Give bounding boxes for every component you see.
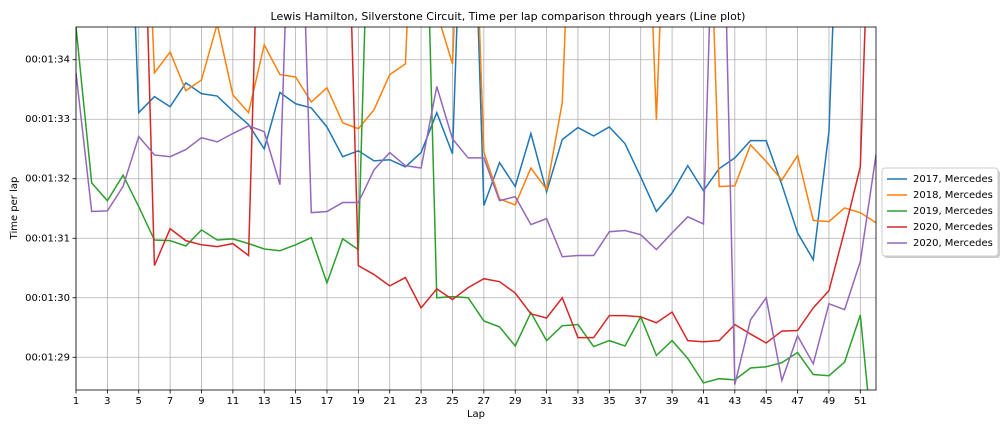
x-tick-label: 11 [226, 396, 239, 407]
x-tick-label: 23 [415, 396, 428, 407]
x-tick-label: 25 [446, 396, 459, 407]
y-tick-label: 00:01:30 [25, 293, 70, 304]
y-tick-label: 00:01:32 [25, 174, 70, 185]
x-tick-label: 7 [167, 396, 173, 407]
grid [75, 27, 876, 390]
x-axis-label: Lap [467, 409, 485, 420]
x-tick-label: 39 [666, 396, 679, 407]
legend-label: 2019, Mercedes [913, 206, 993, 217]
series-line [76, 27, 869, 390]
x-tick-label: 51 [854, 396, 867, 407]
x-tick-label: 17 [321, 396, 334, 407]
x-tick-label: 29 [509, 396, 522, 407]
legend-label: 2020, Mercedes [913, 238, 993, 249]
y-axis-label: Time per lap [9, 177, 20, 241]
legend-label: 2020, Mercedes [913, 222, 993, 233]
x-tick-label: 31 [540, 396, 553, 407]
y-tick-label: 00:01:29 [25, 352, 70, 363]
x-tick-label: 13 [258, 396, 271, 407]
axes: 1 3 5 7 9 11 13 15 17 19 21 23 25 27 29 31 33 35 37 39 41 43 4… [25, 55, 867, 407]
x-tick-label: 41 [697, 396, 710, 407]
x-tick-label: 43 [728, 396, 741, 407]
x-tick-label: 3 [104, 396, 110, 407]
y-tick-label: 00:01:31 [25, 233, 70, 244]
x-tick-label: 27 [477, 396, 490, 407]
x-tick-label: 5 [136, 396, 142, 407]
x-tick-label: 33 [572, 396, 585, 407]
x-tick-label: 47 [791, 396, 804, 407]
x-tick-label: 49 [823, 396, 836, 407]
x-tick-label: 15 [289, 396, 302, 407]
x-tick-label: 21 [383, 396, 396, 407]
legend-label: 2017, Mercedes [913, 174, 993, 185]
series-line [147, 27, 866, 344]
legend-label: 2018, Mercedes [913, 190, 993, 201]
y-tick-label: 00:01:34 [25, 55, 70, 66]
x-tick-label: 9 [198, 396, 204, 407]
chart-title: Lewis Hamilton, Silverstone Circuit, Tim… [271, 10, 746, 23]
y-tick-label: 00:01:33 [25, 114, 70, 125]
x-tick-label: 37 [634, 396, 647, 407]
x-tick-label: 19 [352, 396, 365, 407]
series-line [151, 27, 876, 224]
series-line [134, 27, 834, 262]
legend-box [881, 167, 999, 257]
lines [76, 27, 876, 390]
x-tick-label: 35 [603, 396, 616, 407]
x-tick-label: 1 [73, 396, 79, 407]
x-tick-label: 45 [760, 396, 773, 407]
series-line [76, 27, 876, 385]
legend: 2017, Mercedes 2018, Mercedes 2019, Merced… [881, 167, 1000, 258]
plot-frame [75, 26, 877, 391]
